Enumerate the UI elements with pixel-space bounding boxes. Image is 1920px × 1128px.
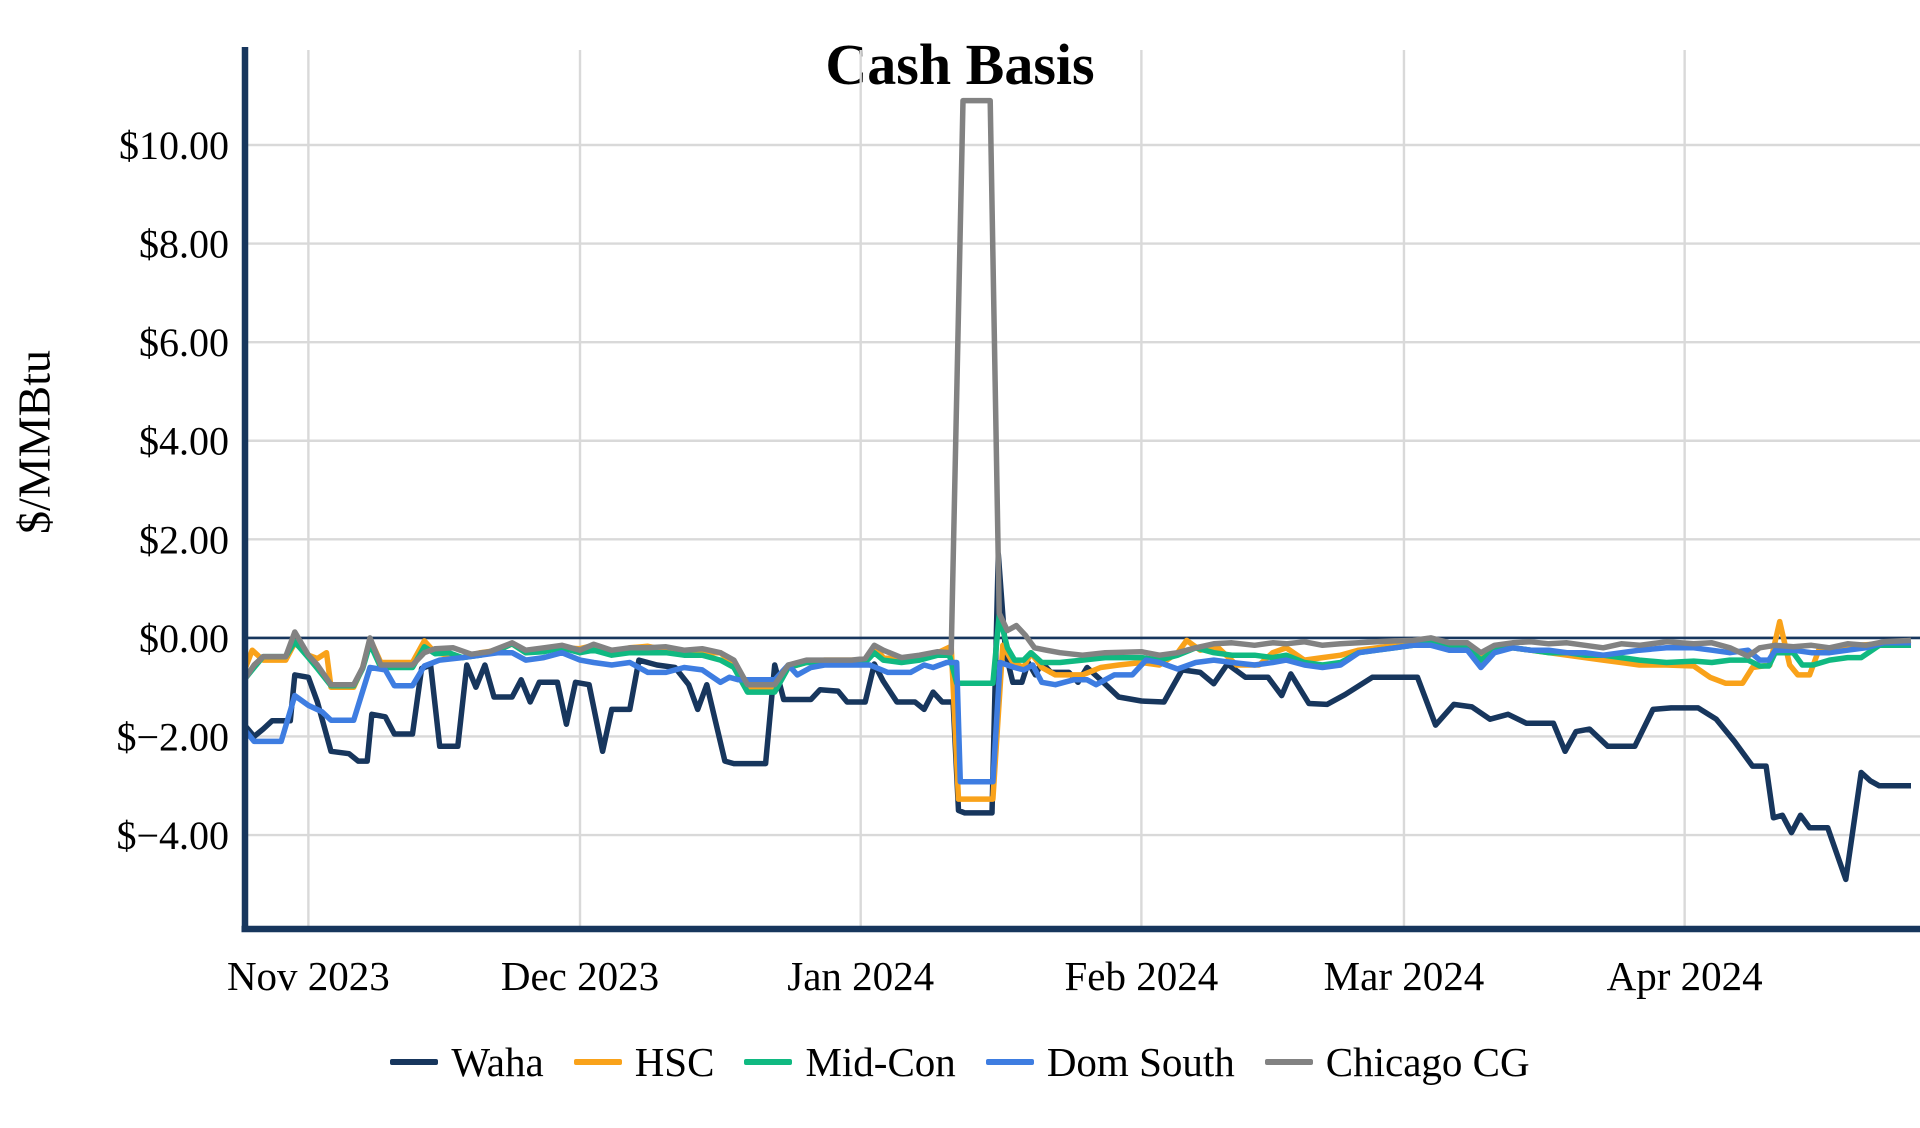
legend-item-mid-con: Mid-Con (744, 1038, 956, 1086)
legend-label-chicago-cg: Chicago CG (1325, 1039, 1530, 1085)
legend-swatch-dom-south (985, 1059, 1034, 1065)
y-tick-label: $4.00 (139, 419, 229, 464)
legend-label-hsc: HSC (634, 1039, 715, 1085)
y-tick-label: $0.00 (139, 616, 229, 661)
series-line-chicago-cg (242, 97, 1912, 688)
x-tick-label: Nov 2023 (227, 953, 390, 999)
legend-item-dom-south: Dom South (985, 1038, 1235, 1086)
x-tick-label: Mar 2024 (1324, 953, 1485, 999)
x-tick-label: Jan 2024 (787, 953, 934, 999)
legend-item-hsc: HSC (573, 1038, 715, 1086)
legend-swatch-mid-con (744, 1059, 793, 1065)
y-tick-label: $10.00 (119, 123, 229, 168)
x-tick-label: Dec 2023 (501, 953, 659, 999)
legend-label-dom-south: Dom South (1046, 1039, 1235, 1085)
chart-legend: Waha HSC Mid-Con Dom South Chicago CG (0, 1038, 1920, 1086)
legend-swatch-chicago-cg (1264, 1059, 1313, 1065)
y-tick-label: $8.00 (139, 222, 229, 267)
legend-label-mid-con: Mid-Con (805, 1039, 956, 1085)
x-tick-label: Feb 2024 (1065, 953, 1219, 999)
chart-title: Cash Basis (825, 31, 1095, 97)
legend-swatch-waha (390, 1059, 439, 1065)
legend-item-waha: Waha (390, 1038, 544, 1086)
legend-label-waha: Waha (451, 1039, 544, 1085)
y-tick-label: $−2.00 (116, 714, 229, 759)
legend-swatch-hsc (573, 1059, 622, 1065)
y-tick-label: $2.00 (139, 517, 229, 562)
x-tick-label: Apr 2024 (1607, 953, 1763, 999)
y-tick-label: $−4.00 (116, 813, 229, 858)
y-tick-label: $6.00 (139, 320, 229, 365)
series-line-dom-south (242, 640, 1911, 785)
series-line-waha (242, 551, 1911, 883)
legend-item-chicago-cg: Chicago CG (1264, 1038, 1530, 1086)
